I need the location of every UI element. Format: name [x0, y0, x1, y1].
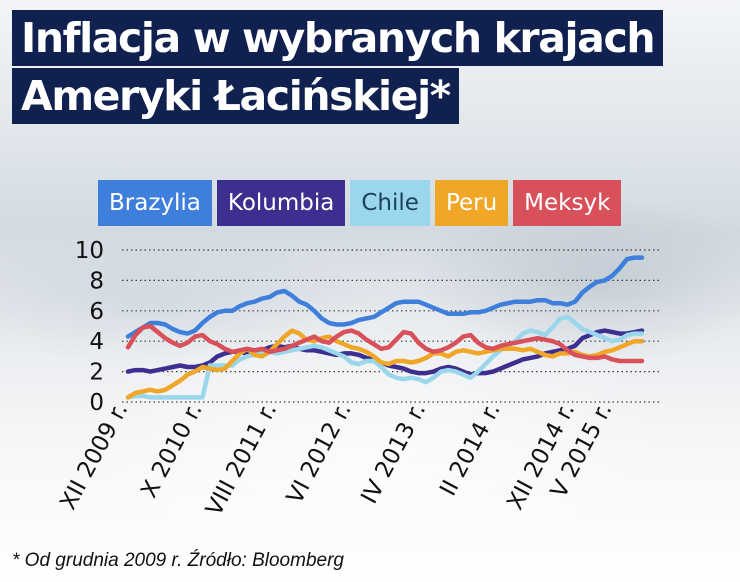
- title-line-2: Ameryki Łacińskiej*: [12, 68, 459, 124]
- series-line-chile: [125, 314, 645, 400]
- y-tick-label: 8: [89, 268, 104, 294]
- legend-item-brazylia: Brazylia: [98, 180, 212, 226]
- legend-item-peru: Peru: [434, 180, 509, 226]
- legend: Brazylia Kolumbia Chile Peru Meksyk: [98, 180, 622, 226]
- legend-item-meksyk: Meksyk: [513, 180, 622, 226]
- series-line-peru: [125, 328, 645, 400]
- x-tick-label: VI 2012 r.: [282, 399, 357, 509]
- legend-item-chile: Chile: [350, 180, 430, 226]
- y-tick-label: 10: [75, 238, 104, 264]
- x-tick-label: IV 2013 r.: [357, 399, 432, 509]
- series-line-brazylia: [125, 255, 645, 339]
- title-line-1: Inflacja w wybranych krajach: [12, 10, 664, 66]
- footnote: * Od grudnia 2009 r. Źródło: Bloomberg: [12, 550, 344, 571]
- y-tick-label: 0: [89, 390, 104, 416]
- y-tick-label: 2: [89, 360, 104, 386]
- y-tick-label: 6: [89, 299, 104, 325]
- series-line-meksyk: [125, 323, 645, 364]
- y-tick-label: 4: [89, 329, 104, 355]
- x-tick-label: X 2010 r.: [136, 399, 208, 503]
- x-tick-label: II 2014 r.: [435, 399, 506, 501]
- x-tick-label: VIII 2011 r.: [201, 399, 282, 521]
- legend-item-kolumbia: Kolumbia: [216, 180, 346, 226]
